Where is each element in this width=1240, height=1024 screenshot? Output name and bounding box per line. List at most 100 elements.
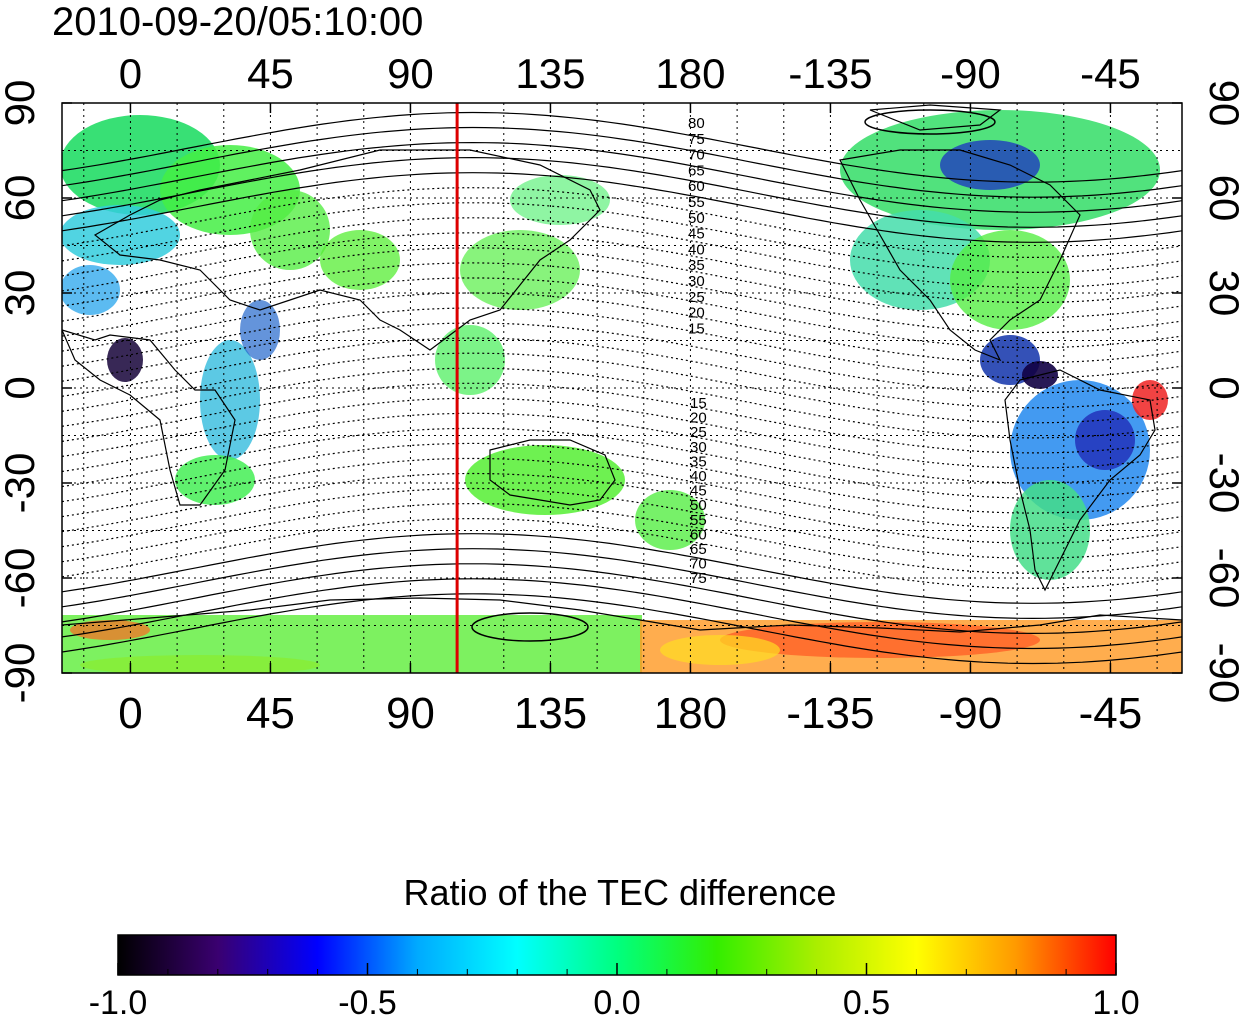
contour-label: 70 [690,556,707,573]
y-tick-label-right: 90 [1201,80,1240,127]
contour-line [62,322,1182,394]
contour-label: 80 [688,115,705,132]
x-tick-label-top: 90 [387,50,434,97]
colorbar-tick-label: 0.0 [593,984,641,1022]
y-tick-label-right: 0 [1201,376,1240,399]
contour-label: 40 [688,241,705,258]
contour-line [62,548,1182,620]
contour-label: 30 [690,439,707,456]
contour-line [62,382,1182,454]
contour-label: 70 [688,147,705,164]
contour-line [62,457,1182,529]
axis-ticks [62,102,1182,674]
contour-label: 35 [690,453,707,470]
contour-label: 35 [688,257,705,274]
contour-line [62,262,1182,334]
colorbar-ticks [117,963,1117,975]
contour-label: 60 [688,178,705,195]
contour-label: 55 [688,194,705,211]
y-tick-label-right: 30 [1201,270,1240,317]
x-tick-label-bottom: 135 [514,689,587,738]
contour-line [62,442,1182,514]
coastlines [62,104,1182,633]
contour-label: 40 [690,468,707,485]
y-tick-label-left: 0 [0,376,43,399]
contour-line [62,412,1182,484]
contour-line [62,563,1182,635]
y-tick-label-left: -90 [0,643,43,704]
contour-line [62,141,1182,213]
x-tick-label-top: 135 [515,50,585,97]
y-tick-label-right: -30 [1201,453,1240,514]
contour-label: 50 [690,497,707,514]
contour-line [62,337,1182,409]
contour-label: 75 [690,570,707,587]
y-tick-label-left: 90 [0,80,43,127]
y-tick-label-left: -60 [0,548,43,609]
contour-line [62,247,1182,319]
y-tick-label-left: 60 [0,175,43,222]
y-tick-label-right: -90 [1201,643,1240,704]
contour-line [62,578,1182,650]
contour-line [62,593,1182,665]
contour-line [62,517,1182,589]
y-tick-label-right: 60 [1201,175,1240,222]
contour-line [62,172,1182,243]
contour-line [62,397,1182,469]
colorbar-tick-label: -0.5 [338,984,397,1022]
contour-line [62,187,1182,259]
colorbar-title: Ratio of the TEC difference [403,872,837,913]
contour-line [62,156,1182,228]
contour-line [62,533,1182,604]
x-tick-label-top: -135 [788,50,872,97]
contour-line [62,277,1182,349]
y-tick-label-right: -60 [1201,548,1240,609]
contour-label: 65 [688,162,705,179]
x-tick-label-bottom: 45 [246,689,295,738]
contour-line [62,472,1182,544]
x-tick-label-bottom: 180 [654,689,727,738]
colorbar-tick-label: 1.0 [1092,984,1140,1022]
contour-label: 75 [688,131,705,148]
x-tick-label-bottom: 0 [118,689,142,738]
axis-labels: 0 0 45 45 90 90 135 135 180 180 -135 -135 -90 -90 -45 -… [0,50,1240,738]
contour-label: 25 [688,289,705,306]
map-title: 2010-09-20/05:10:00 [52,0,424,44]
contour-label: 30 [688,273,705,290]
contour-label: 60 [690,526,707,543]
tec-data-layer [62,110,1182,673]
x-tick-label-bottom: 90 [386,689,435,738]
contour-label: 50 [688,210,705,227]
contour-line [62,367,1182,439]
colorbar-tick-label: -1.0 [88,984,148,1022]
contour-label: 55 [690,512,707,529]
contour-line [62,126,1182,198]
x-tick-label-top: 45 [247,50,294,97]
contour-label: 45 [688,226,705,243]
contour-line [62,232,1182,304]
x-tick-label-bottom: -90 [939,689,1003,738]
contour-label: 20 [688,305,705,322]
geomagnetic-contours: 8075706560555045403530252015152025303540… [62,109,1182,665]
contour-label: 15 [690,395,707,412]
contour-line [62,202,1182,274]
contour-line [62,427,1182,499]
contour-label: 25 [690,424,707,441]
contour-label: 65 [690,541,707,558]
contour-label: 20 [690,410,707,427]
y-tick-label-left: 30 [0,270,43,317]
contour-line [62,217,1182,289]
x-tick-label-top: -45 [1080,50,1141,97]
contour-label: 45 [690,483,707,500]
contour-line [62,292,1182,364]
colorbar-tick-label: 0.5 [842,984,891,1022]
contour-oval-south [471,612,589,642]
y-tick-label-left: -30 [0,453,43,514]
x-tick-label-top: 0 [119,50,142,97]
contour-line [62,352,1182,424]
contour-label: 15 [688,320,705,337]
x-tick-label-bottom: -135 [786,689,874,738]
contour-line [62,487,1182,559]
contour-line [62,111,1182,183]
